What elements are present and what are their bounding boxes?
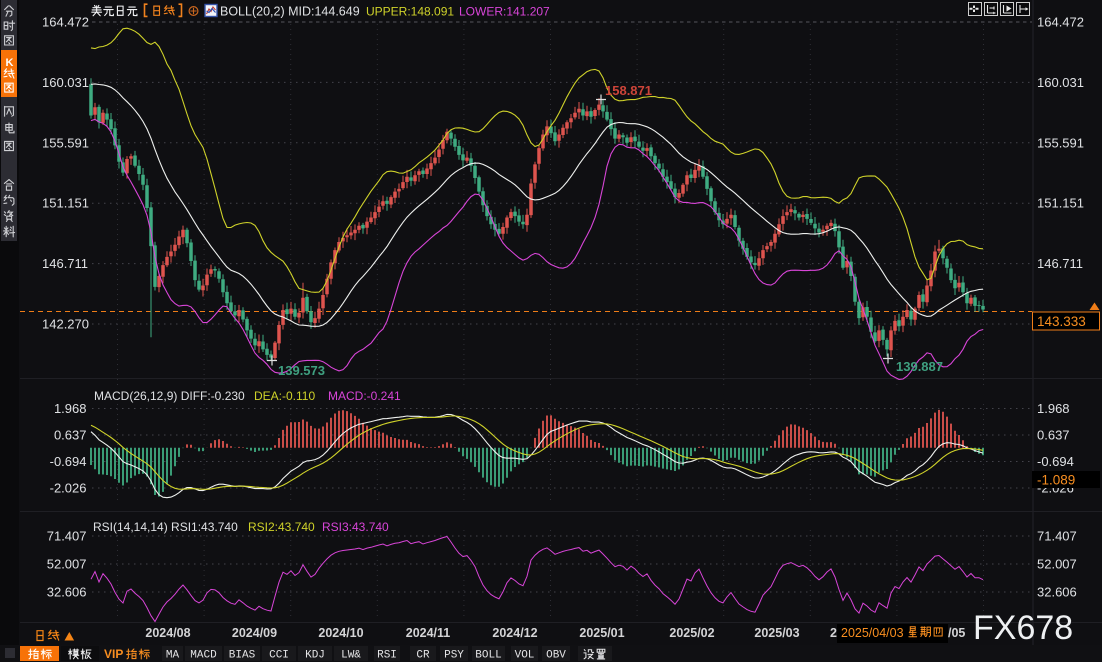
svg-text:2024/10: 2024/10 (318, 626, 363, 640)
svg-text:2024/12: 2024/12 (492, 626, 537, 640)
svg-text:164.472: 164.472 (1037, 15, 1084, 30)
svg-text:PSY: PSY (444, 650, 464, 662)
svg-text:MACD: MACD (190, 650, 217, 662)
svg-text:151.151: 151.151 (42, 196, 89, 211)
svg-text:0.637: 0.637 (54, 428, 87, 443)
svg-text:CR: CR (416, 650, 430, 662)
svg-text:KDJ: KDJ (305, 650, 325, 662)
svg-text:52.007: 52.007 (47, 557, 87, 572)
svg-text:2025/01: 2025/01 (579, 626, 624, 640)
svg-text:164.472: 164.472 (42, 15, 89, 30)
svg-text:-1.089: -1.089 (1037, 473, 1075, 488)
svg-text:151.151: 151.151 (1037, 196, 1084, 211)
svg-text:-2.026: -2.026 (50, 481, 87, 496)
svg-text:0.637: 0.637 (1037, 428, 1070, 443)
svg-text:2025/02: 2025/02 (669, 626, 714, 640)
svg-text:2025/04/03: 2025/04/03 (841, 626, 904, 640)
svg-text:BOLL(20,2) MID:144.649: BOLL(20,2) MID:144.649 (220, 5, 360, 19)
svg-text:LW&: LW& (341, 650, 361, 662)
svg-text:160.031: 160.031 (1037, 75, 1084, 90)
svg-text:VIP: VIP (104, 647, 123, 661)
svg-text:/05: /05 (948, 626, 965, 640)
svg-text:71.407: 71.407 (47, 529, 87, 544)
svg-text:2024/08: 2024/08 (145, 626, 190, 640)
svg-text:32.606: 32.606 (1037, 585, 1077, 600)
svg-text:146.711: 146.711 (42, 256, 88, 271)
svg-text:RSI(14,14,14) RSI1:43.740: RSI(14,14,14) RSI1:43.740 (93, 520, 238, 534)
svg-text:DEA:-0.110: DEA:-0.110 (254, 389, 315, 403)
svg-text:52.007: 52.007 (1037, 557, 1077, 572)
svg-text:1.968: 1.968 (1037, 401, 1070, 416)
svg-text:142.270: 142.270 (42, 317, 89, 332)
svg-text:VOL: VOL (515, 650, 535, 662)
svg-text:160.031: 160.031 (42, 75, 89, 90)
svg-text:RSI2:43.740: RSI2:43.740 (248, 520, 315, 534)
svg-text:LOWER:141.207: LOWER:141.207 (459, 5, 550, 19)
svg-text:143.333: 143.333 (1037, 314, 1086, 329)
svg-text:-0.694: -0.694 (1037, 454, 1074, 469)
svg-text:1.968: 1.968 (54, 401, 87, 416)
svg-text:2025/03: 2025/03 (754, 626, 799, 640)
svg-text:2024/11: 2024/11 (406, 626, 451, 640)
svg-text:MACD(26,12,9) DIFF:-0.230: MACD(26,12,9) DIFF:-0.230 (94, 389, 245, 403)
svg-text:139.887: 139.887 (896, 359, 943, 374)
svg-text:BOLL: BOLL (475, 650, 501, 662)
svg-text:32.606: 32.606 (47, 585, 87, 600)
svg-text:K: K (6, 57, 14, 69)
svg-text:MACD:-0.241: MACD:-0.241 (328, 389, 401, 403)
svg-text:2024/09: 2024/09 (232, 626, 277, 640)
svg-text:MA: MA (166, 650, 180, 662)
svg-text:OBV: OBV (546, 650, 566, 662)
svg-text:155.591: 155.591 (1037, 135, 1084, 150)
svg-text:-0.694: -0.694 (50, 454, 87, 469)
svg-text:158.871: 158.871 (605, 83, 652, 98)
svg-text:UPPER:148.091: UPPER:148.091 (366, 5, 454, 19)
svg-text:RSI3:43.740: RSI3:43.740 (322, 520, 389, 534)
svg-text:139.573: 139.573 (278, 363, 325, 378)
svg-text:RSI: RSI (377, 650, 397, 662)
svg-text:146.711: 146.711 (1037, 256, 1083, 271)
svg-text:2: 2 (830, 626, 837, 640)
svg-text:FX678: FX678 (973, 609, 1073, 647)
svg-text:BIAS: BIAS (229, 650, 256, 662)
svg-text:CCI: CCI (269, 650, 289, 662)
svg-text:155.591: 155.591 (42, 135, 89, 150)
svg-text:71.407: 71.407 (1037, 529, 1077, 544)
